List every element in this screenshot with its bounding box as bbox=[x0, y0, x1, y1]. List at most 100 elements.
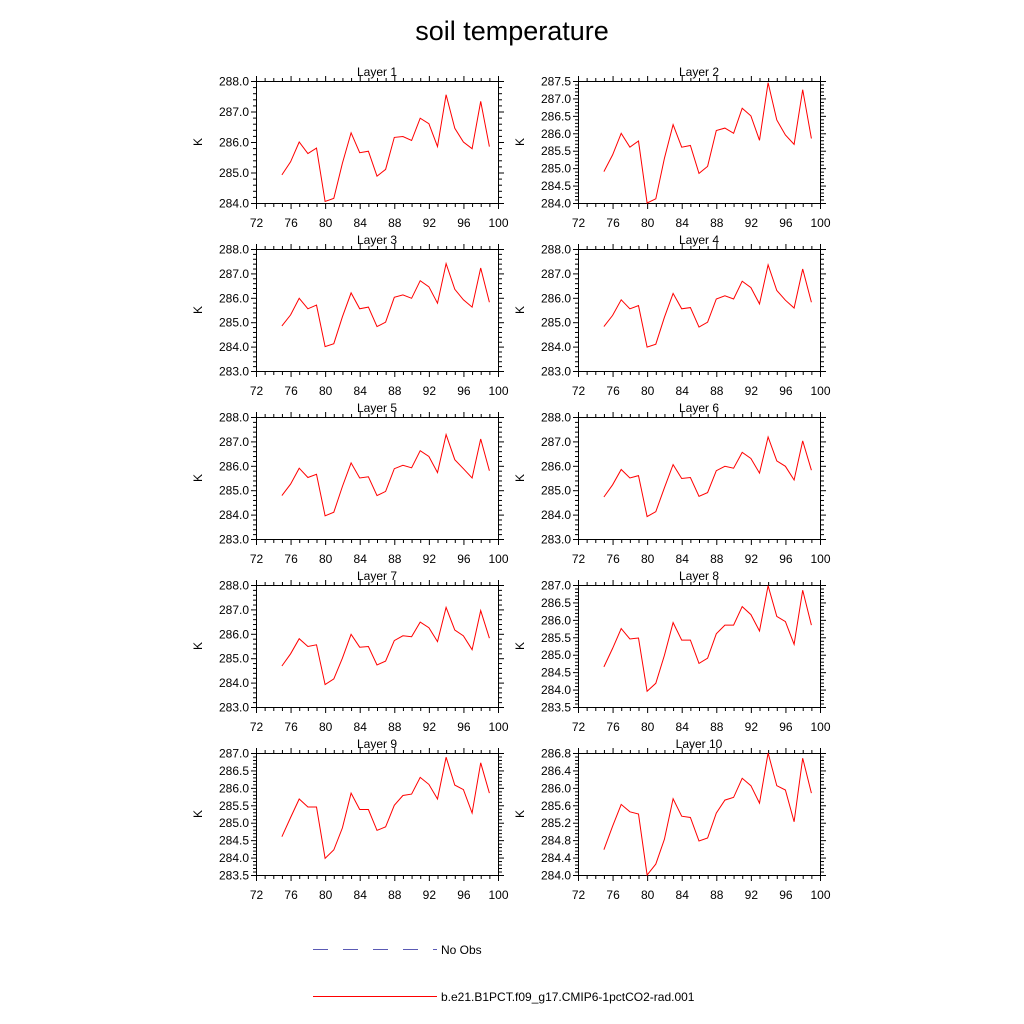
y-axis-label: K bbox=[513, 810, 527, 818]
x-tick-label: 100 bbox=[810, 216, 830, 230]
x-tick-label: 72 bbox=[250, 216, 264, 230]
x-tick-label: 92 bbox=[423, 888, 437, 902]
panel-frame bbox=[578, 81, 821, 204]
y-tick-label: 284.4 bbox=[541, 851, 571, 865]
y-tick-label: 284.0 bbox=[541, 340, 571, 354]
x-tick-label: 72 bbox=[572, 720, 586, 734]
y-tick-label: 284.0 bbox=[219, 508, 249, 522]
y-tick-label: 284.8 bbox=[541, 834, 571, 848]
panel-layer-4: Layer 4 K 283.0 284.0 285.0 286.0 287.0 288.0 72… bbox=[513, 233, 831, 398]
y-tick-label: 287.0 bbox=[541, 579, 571, 593]
panel-frame bbox=[256, 753, 499, 876]
x-tick-label: 84 bbox=[354, 216, 368, 230]
series-line-layer-1 bbox=[281, 94, 490, 203]
x-tick-label: 80 bbox=[319, 216, 333, 230]
x-tick-label: 80 bbox=[319, 384, 333, 398]
x-tick-label: 100 bbox=[810, 552, 830, 566]
x-tick-label: 72 bbox=[250, 552, 264, 566]
series-line-layer-9 bbox=[281, 757, 490, 860]
x-tick-label: 88 bbox=[388, 888, 402, 902]
y-tick-label: 283.0 bbox=[219, 533, 249, 547]
panel-title-layer-10: Layer 10 bbox=[676, 737, 723, 751]
y-tick-label: 287.0 bbox=[541, 92, 571, 106]
y-tick-label: 286.0 bbox=[541, 781, 571, 795]
x-tick-label: 96 bbox=[457, 552, 471, 566]
x-tick-label: 76 bbox=[284, 888, 298, 902]
x-tick-label: 100 bbox=[488, 552, 508, 566]
x-tick-label: 96 bbox=[779, 384, 793, 398]
panel-layer-1: Layer 1 K 284.0 285.0 286.0 287.0 288.0 72 76 80 8… bbox=[191, 65, 509, 230]
y-tick-label: 285.0 bbox=[219, 316, 249, 330]
y-axis-label: K bbox=[513, 138, 527, 146]
y-tick-label: 286.0 bbox=[541, 291, 571, 305]
x-tick-label: 96 bbox=[457, 216, 471, 230]
panel-frame bbox=[256, 417, 499, 540]
legend: No Obs b.e21.B1PCT.f09_g17.CMIP6-1pctCO2… bbox=[313, 943, 695, 1004]
x-tick-label: 76 bbox=[284, 384, 298, 398]
x-tick-label: 88 bbox=[710, 216, 724, 230]
series-line-layer-10 bbox=[603, 752, 812, 877]
panel-layer-5: Layer 5 K 283.0 284.0 285.0 286.0 287.0 288.0 72… bbox=[191, 401, 509, 566]
y-axis-label: K bbox=[191, 642, 205, 650]
panel-layer-3: Layer 3 K 283.0 284.0 285.0 286.0 287.0 288.0 72… bbox=[191, 233, 509, 398]
x-tick-label: 80 bbox=[319, 552, 333, 566]
x-tick-label: 92 bbox=[423, 720, 437, 734]
x-tick-label: 80 bbox=[641, 216, 655, 230]
panel-frame bbox=[578, 585, 821, 708]
y-axis-label: K bbox=[513, 642, 527, 650]
x-tick-label: 84 bbox=[354, 888, 368, 902]
panel-title-layer-1: Layer 1 bbox=[357, 65, 397, 79]
panel-layer-6: Layer 6 K 283.0 284.0 285.0 286.0 287.0 288.0 72… bbox=[513, 401, 831, 566]
x-tick-label: 72 bbox=[572, 216, 586, 230]
x-tick-label: 88 bbox=[388, 216, 402, 230]
y-tick-label: 288.0 bbox=[219, 243, 249, 257]
series-line-layer-2 bbox=[603, 82, 812, 204]
x-tick-label: 100 bbox=[488, 888, 508, 902]
y-tick-label: 285.0 bbox=[541, 162, 571, 176]
x-tick-label: 76 bbox=[606, 888, 620, 902]
y-tick-label: 284.0 bbox=[219, 197, 249, 211]
x-tick-label: 88 bbox=[388, 720, 402, 734]
figure-title: soil temperature bbox=[415, 16, 609, 46]
panel-title-layer-8: Layer 8 bbox=[679, 569, 719, 583]
x-tick-label: 84 bbox=[354, 384, 368, 398]
x-tick-label: 88 bbox=[388, 384, 402, 398]
x-tick-label: 72 bbox=[250, 720, 264, 734]
y-tick-label: 284.5 bbox=[219, 834, 249, 848]
y-tick-label: 286.8 bbox=[541, 747, 571, 761]
panel-title-layer-4: Layer 4 bbox=[679, 233, 719, 247]
y-tick-label: 288.0 bbox=[219, 411, 249, 425]
x-tick-label: 92 bbox=[745, 552, 759, 566]
y-tick-label: 286.0 bbox=[219, 627, 249, 641]
y-tick-label: 283.0 bbox=[219, 365, 249, 379]
x-tick-label: 92 bbox=[423, 552, 437, 566]
y-tick-label: 287.0 bbox=[219, 747, 249, 761]
y-axis-label: K bbox=[191, 306, 205, 314]
y-tick-label: 288.0 bbox=[219, 75, 249, 89]
panel-frame bbox=[578, 417, 821, 540]
y-tick-label: 284.0 bbox=[541, 197, 571, 211]
panel-title-layer-6: Layer 6 bbox=[679, 401, 719, 415]
x-tick-label: 88 bbox=[710, 552, 724, 566]
y-tick-label: 288.0 bbox=[541, 243, 571, 257]
y-tick-label: 285.5 bbox=[541, 144, 571, 158]
y-axis-label: K bbox=[191, 474, 205, 482]
panel-layer-2: Layer 2 K 284.0 284.5 285.0 285.5 286.0 286.5 28… bbox=[513, 65, 831, 230]
x-tick-label: 96 bbox=[779, 888, 793, 902]
x-tick-label: 100 bbox=[810, 384, 830, 398]
x-tick-label: 80 bbox=[319, 888, 333, 902]
x-tick-label: 100 bbox=[488, 216, 508, 230]
x-tick-label: 96 bbox=[457, 888, 471, 902]
y-tick-label: 287.5 bbox=[541, 75, 571, 89]
y-tick-label: 284.5 bbox=[541, 179, 571, 193]
x-tick-label: 100 bbox=[488, 720, 508, 734]
x-tick-label: 100 bbox=[810, 888, 830, 902]
panel-frame bbox=[256, 81, 499, 204]
y-tick-label: 284.5 bbox=[541, 666, 571, 680]
series-line-layer-3 bbox=[281, 261, 490, 348]
panel-frame bbox=[578, 753, 821, 876]
y-tick-label: 286.0 bbox=[219, 136, 249, 150]
y-tick-label: 286.0 bbox=[541, 127, 571, 141]
